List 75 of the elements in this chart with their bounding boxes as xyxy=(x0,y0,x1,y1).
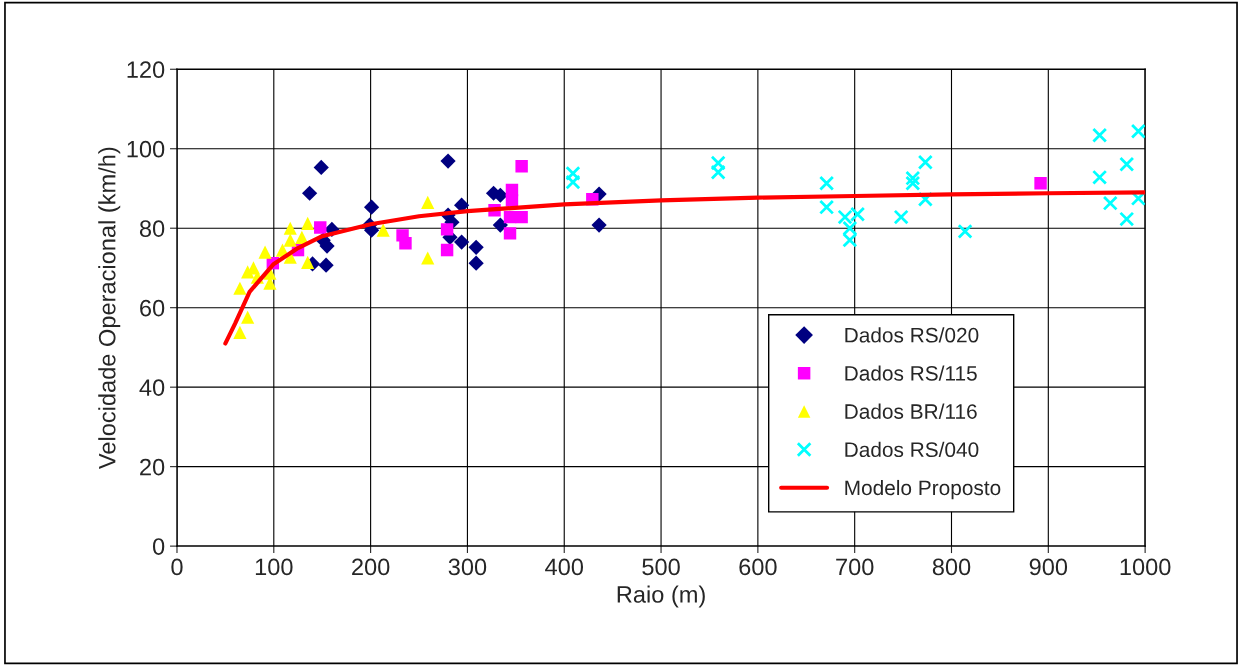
x-tick-label: 300 xyxy=(448,558,487,576)
x-tick-label: 500 xyxy=(642,558,680,576)
point xyxy=(376,223,390,237)
point xyxy=(515,160,528,173)
y-tick-label: 80 xyxy=(139,220,165,237)
point xyxy=(515,210,528,224)
y-tick-label: 0 xyxy=(152,538,165,555)
point xyxy=(421,195,435,209)
point xyxy=(1092,169,1108,185)
y-tick-label: 60 xyxy=(140,299,165,317)
point xyxy=(819,199,835,215)
point xyxy=(1092,127,1108,143)
point xyxy=(503,227,517,240)
point xyxy=(440,153,456,169)
point xyxy=(905,175,921,191)
point xyxy=(819,175,835,191)
point xyxy=(283,233,297,247)
x-axis-title: Raio (m) xyxy=(617,585,705,608)
point xyxy=(917,154,933,170)
point xyxy=(258,245,272,259)
legend-label: Dados RS/040 xyxy=(845,441,979,458)
point xyxy=(905,170,921,186)
point xyxy=(454,234,470,250)
point xyxy=(1034,177,1047,190)
point xyxy=(591,217,607,233)
point xyxy=(440,243,454,257)
point xyxy=(893,209,909,225)
x-tick-label: 900 xyxy=(1029,558,1068,576)
point xyxy=(1119,211,1135,227)
point xyxy=(233,281,247,295)
point xyxy=(318,257,334,273)
x-tick-label: 100 xyxy=(255,558,293,576)
legend-label: Dados BR/116 xyxy=(845,403,977,419)
point xyxy=(283,221,297,235)
point xyxy=(421,251,435,265)
y-tick-label: 20 xyxy=(140,458,165,476)
x-tick-label: 0 xyxy=(171,558,183,576)
point xyxy=(1119,156,1135,172)
y-tick-label: 40 xyxy=(139,379,165,396)
point xyxy=(710,164,726,180)
y-tick-label: 120 xyxy=(127,61,165,79)
point xyxy=(233,325,247,339)
legend-label: Dados RS/115 xyxy=(845,365,977,381)
y-tick-label: 100 xyxy=(127,140,165,158)
point xyxy=(440,223,454,236)
point xyxy=(1130,123,1146,139)
point xyxy=(363,199,380,215)
point xyxy=(505,194,519,207)
point xyxy=(468,239,484,255)
x-tick-label: 700 xyxy=(836,558,874,576)
legend-label: Dados RS/020 xyxy=(845,327,979,343)
point xyxy=(301,255,315,269)
x-tick-label: 600 xyxy=(739,558,777,576)
point xyxy=(492,217,508,233)
point xyxy=(314,221,327,234)
point xyxy=(842,232,858,248)
point xyxy=(313,159,329,176)
line-series xyxy=(223,190,1146,346)
x-tick-label: 200 xyxy=(352,558,390,576)
y-axis-title: Velocidade Operacional (km/h) xyxy=(98,147,121,470)
point xyxy=(301,216,315,231)
point xyxy=(399,237,412,250)
point xyxy=(957,223,973,239)
point xyxy=(1102,195,1118,211)
point xyxy=(468,255,484,271)
point xyxy=(565,174,581,190)
legend-label: Modelo Proposto xyxy=(845,479,1001,500)
x-tick-label: 800 xyxy=(932,558,971,576)
point xyxy=(302,185,318,201)
point xyxy=(842,220,858,236)
x-tick-label: 1000 xyxy=(1120,558,1171,576)
point xyxy=(565,165,581,181)
x-tick-label: 400 xyxy=(545,558,584,576)
point xyxy=(241,310,255,324)
point xyxy=(710,155,726,171)
